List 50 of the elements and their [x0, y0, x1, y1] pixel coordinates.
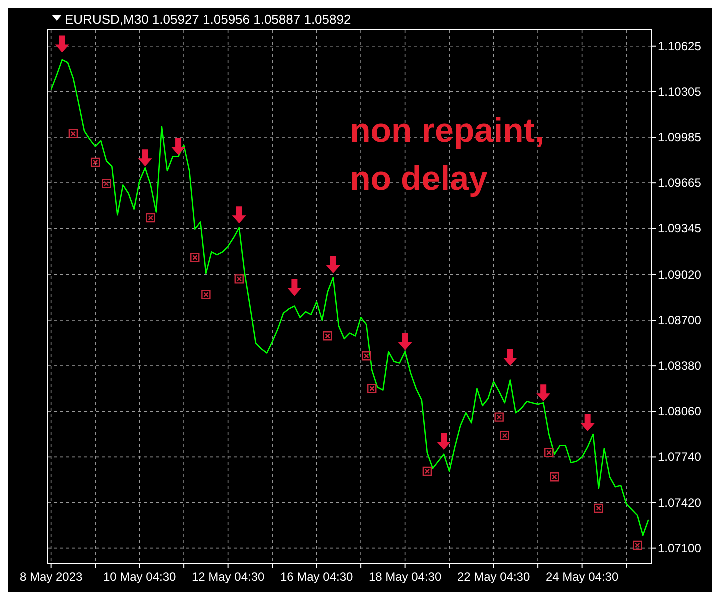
y-tick-label: 1.07420: [658, 496, 702, 510]
x-tick-label: 16 May 04:30: [280, 570, 354, 584]
y-tick-label: 1.07740: [658, 450, 702, 464]
point: [633, 540, 642, 550]
point: [234, 274, 244, 284]
x-tick-label: 10 May 04:30: [103, 570, 176, 584]
point: [494, 412, 504, 422]
point: [503, 349, 518, 366]
point: [594, 504, 604, 514]
y-tick-label: 1.07100: [658, 541, 702, 556]
point: [55, 36, 70, 53]
point: [138, 150, 152, 167]
point: [323, 332, 332, 341]
point: [232, 206, 246, 224]
point: [500, 431, 510, 440]
point: [190, 253, 200, 262]
y-tick-label: 1.10305: [658, 84, 702, 99]
point: [544, 448, 554, 458]
point: [288, 279, 302, 296]
y-tick-label: 1.09665: [658, 176, 702, 190]
x-tick-label: 24 May 04:30: [546, 570, 619, 584]
point: [362, 351, 372, 361]
line-series: [50, 59, 650, 536]
y-tick-label: 1.08380: [658, 359, 702, 374]
annotation: non repaint, no delay: [350, 112, 545, 198]
point: [398, 333, 412, 350]
point: [90, 158, 100, 168]
x-tick-label: 18 May 04:30: [368, 570, 442, 584]
y-tick-label: 1.09345: [658, 222, 702, 236]
point: [326, 256, 340, 274]
y-tick-label: 1.10625: [658, 39, 702, 54]
y-tick-label: 1.09985: [658, 130, 702, 145]
point: [550, 472, 560, 482]
point: [422, 466, 432, 476]
y-tick-label: 1.08060: [658, 404, 702, 419]
point: [437, 433, 452, 450]
point: [102, 179, 112, 188]
point: [68, 129, 78, 139]
point: [536, 384, 551, 402]
point: [202, 290, 211, 300]
point: [172, 138, 186, 156]
chart-title: EURUSD,M30 1.05927 1.05956 1.05887 1.05892: [65, 12, 352, 27]
point: [146, 213, 156, 223]
point: [580, 414, 595, 432]
x-tick-label: 22 May 04:30: [457, 570, 530, 584]
y-tick-label: 1.08700: [658, 313, 702, 328]
y-tick-label: 1.09020: [658, 268, 702, 282]
x-tick-label: 12 May 04:30: [192, 570, 265, 584]
x-tick-label: 8 May 2023: [20, 570, 83, 584]
point: [368, 384, 377, 394]
